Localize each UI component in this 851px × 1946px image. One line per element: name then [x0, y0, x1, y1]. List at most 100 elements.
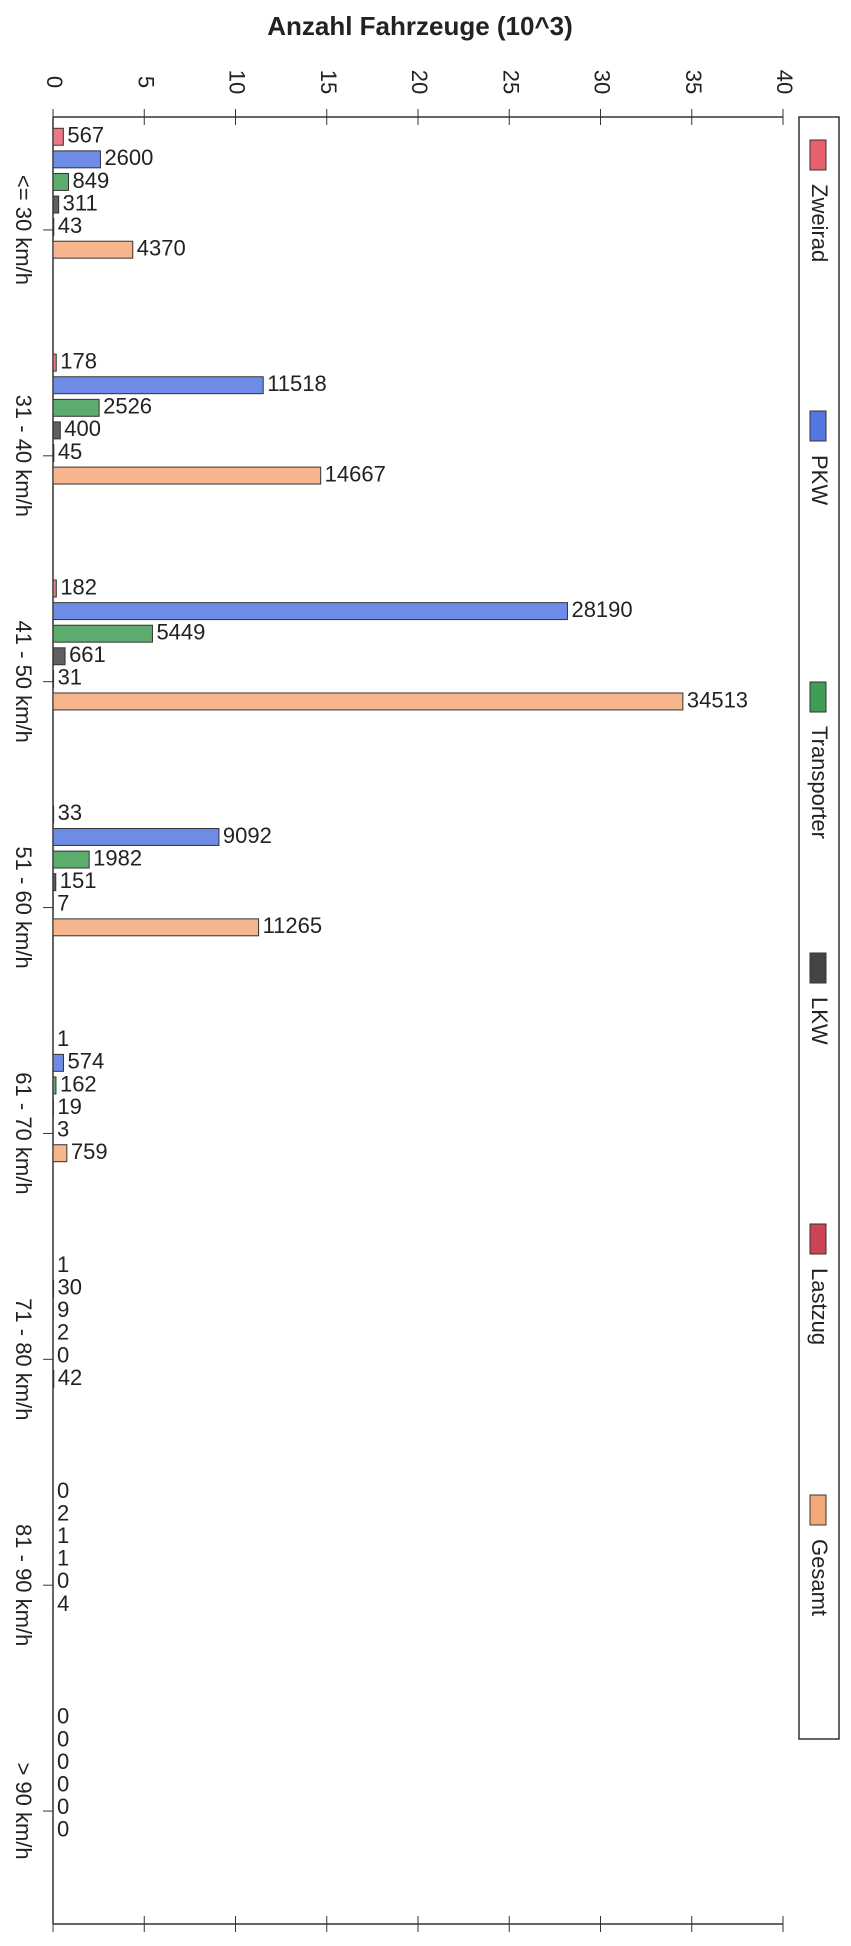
- bar: [52, 1053, 64, 1072]
- y-tick-label: 51 - 60 km/h: [11, 846, 36, 968]
- bar: [52, 1370, 55, 1389]
- data-label: 1982: [93, 845, 142, 870]
- data-label: 45: [58, 439, 82, 464]
- bar: [52, 647, 66, 666]
- data-label: 0: [57, 1726, 69, 1751]
- legend-label: Lastzug: [807, 1268, 832, 1345]
- data-label: 9092: [223, 823, 272, 848]
- legend-swatch: [809, 1494, 827, 1526]
- bar: [52, 1279, 55, 1298]
- x-tick-label: 40: [772, 70, 797, 94]
- data-label: 1: [57, 1252, 69, 1277]
- bar: [52, 828, 220, 846]
- data-label: 1: [57, 1026, 69, 1051]
- y-tick-label: 81 - 90 km/h: [11, 1524, 36, 1646]
- data-label: 2: [57, 1320, 69, 1345]
- bar: [52, 421, 61, 440]
- data-label: 4: [57, 1591, 69, 1616]
- bar: [52, 444, 55, 462]
- bar: [52, 127, 64, 146]
- data-label: 19: [57, 1094, 81, 1119]
- y-tick-label: > 90 km/h: [11, 1762, 36, 1859]
- y-tick-label: 71 - 80 km/h: [11, 1298, 36, 1420]
- legend-swatch: [809, 139, 827, 171]
- data-label: 849: [72, 168, 109, 193]
- legend-box: [798, 116, 840, 1740]
- data-label: 0: [57, 1771, 69, 1796]
- x-tick-label: 30: [590, 70, 615, 94]
- data-label: 11518: [267, 371, 327, 396]
- x-tick-label: 20: [407, 70, 432, 94]
- bar: [52, 602, 568, 621]
- bar: [52, 850, 90, 869]
- data-label: 14667: [325, 461, 386, 486]
- data-label: 574: [67, 1049, 104, 1074]
- data-label: 0: [57, 1704, 69, 1729]
- bar: [52, 150, 101, 169]
- data-label: 0: [57, 1342, 69, 1367]
- y-tick-label: <= 30 km/h: [11, 175, 36, 285]
- data-label: 1: [57, 1546, 69, 1571]
- data-label: 3: [57, 1116, 69, 1141]
- y-tick-label: 41 - 50 km/h: [11, 621, 36, 743]
- x-tick-label: 10: [225, 70, 250, 94]
- data-label: 0: [57, 1568, 69, 1593]
- data-label: 11265: [263, 913, 323, 938]
- data-label: 4370: [137, 236, 186, 261]
- x-tick-label: 15: [316, 70, 341, 94]
- bar: [52, 466, 322, 485]
- bar: [52, 240, 134, 259]
- bar: [52, 624, 153, 643]
- bar: [52, 1076, 57, 1095]
- data-label: 182: [60, 574, 97, 599]
- bar: [52, 218, 55, 237]
- bar: [52, 1144, 68, 1163]
- x-tick-label: 5: [133, 76, 158, 88]
- x-tick-label: 25: [498, 70, 523, 94]
- data-label: 2: [57, 1500, 69, 1525]
- bar: [52, 579, 57, 598]
- data-label: 0: [57, 1478, 69, 1503]
- data-label: 9: [57, 1297, 69, 1322]
- data-label: 28190: [571, 597, 632, 622]
- data-label: 43: [58, 213, 82, 238]
- legend-swatch: [809, 952, 827, 984]
- x-tick-label: 35: [681, 70, 706, 94]
- data-label: 33: [58, 800, 82, 825]
- data-label: 2526: [103, 394, 152, 419]
- bar: [52, 805, 55, 824]
- data-label: 34513: [687, 687, 748, 712]
- legend-swatch: [809, 1223, 827, 1255]
- legend-swatch: [809, 410, 827, 442]
- data-label: 400: [64, 416, 101, 441]
- bar: [52, 353, 57, 372]
- data-label: 1: [57, 1523, 69, 1548]
- legend-label: PKW: [807, 455, 832, 505]
- data-label: 42: [58, 1365, 82, 1390]
- bar: [52, 195, 60, 214]
- bar: [52, 398, 100, 417]
- legend-swatch: [809, 681, 827, 713]
- bar: [52, 669, 55, 688]
- data-label: 178: [60, 348, 97, 373]
- data-label: 5449: [156, 620, 205, 645]
- data-label: 2600: [104, 145, 153, 170]
- bar: [52, 873, 57, 892]
- bar: [52, 918, 260, 937]
- chart-title: Anzahl Fahrzeuge (10^3): [267, 11, 573, 41]
- legend-label: Zweirad: [807, 184, 832, 262]
- y-tick-label: 61 - 70 km/h: [11, 1072, 36, 1194]
- data-label: 30: [58, 1275, 82, 1300]
- data-label: 31: [58, 665, 82, 690]
- data-label: 0: [57, 1794, 69, 1819]
- data-label: 7: [57, 891, 69, 916]
- data-label: 0: [57, 1749, 69, 1774]
- y-tick-label: 31 - 40 km/h: [11, 395, 36, 517]
- legend-label: Transporter: [807, 726, 832, 839]
- data-label: 311: [63, 190, 98, 215]
- data-label: 0: [57, 1817, 69, 1842]
- data-label: 567: [67, 123, 104, 148]
- data-label: 151: [60, 868, 97, 893]
- data-label: 162: [60, 1071, 97, 1096]
